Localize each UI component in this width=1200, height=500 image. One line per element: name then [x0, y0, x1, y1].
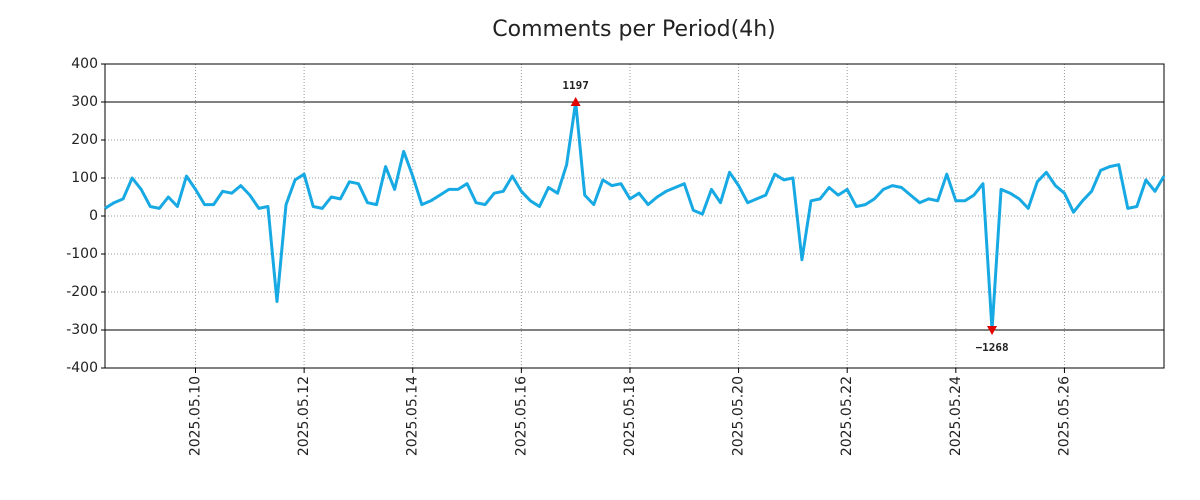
peak-marker [987, 326, 998, 335]
plot-frame [104, 63, 1165, 369]
y-tick-label: 400 [71, 56, 98, 72]
chart-title: Comments per Period(4h) [492, 17, 776, 42]
y-tick-label: 100 [71, 170, 98, 186]
y-tick-label: 200 [71, 132, 98, 148]
y-tick-label: -200 [66, 284, 98, 300]
x-tick-label: 2025.05.16 [513, 376, 529, 456]
x-tick-label: 2025.05.18 [622, 376, 638, 456]
peak-marker [570, 97, 581, 106]
x-tick-label: 2025.05.20 [731, 376, 747, 456]
x-tick-label: 2025.05.14 [405, 376, 421, 456]
annotation-label: 1197 [562, 79, 589, 92]
y-tick-label: 0 [89, 208, 98, 224]
y-tick-label: -400 [66, 360, 98, 376]
x-tick-label: 2025.05.26 [1056, 376, 1072, 456]
y-tick-label: -300 [66, 322, 98, 338]
x-tick-label: 2025.05.24 [948, 376, 964, 456]
data-line [104, 100, 1166, 332]
y-tick-label: 300 [71, 94, 98, 110]
x-tick-label: 2025.05.22 [839, 376, 855, 456]
x-tick-label: 2025.05.12 [296, 376, 312, 456]
annotation-label: −1268 [975, 341, 1008, 354]
x-tick-label: 2025.05.10 [188, 376, 204, 456]
y-tick-label: -100 [66, 246, 98, 262]
